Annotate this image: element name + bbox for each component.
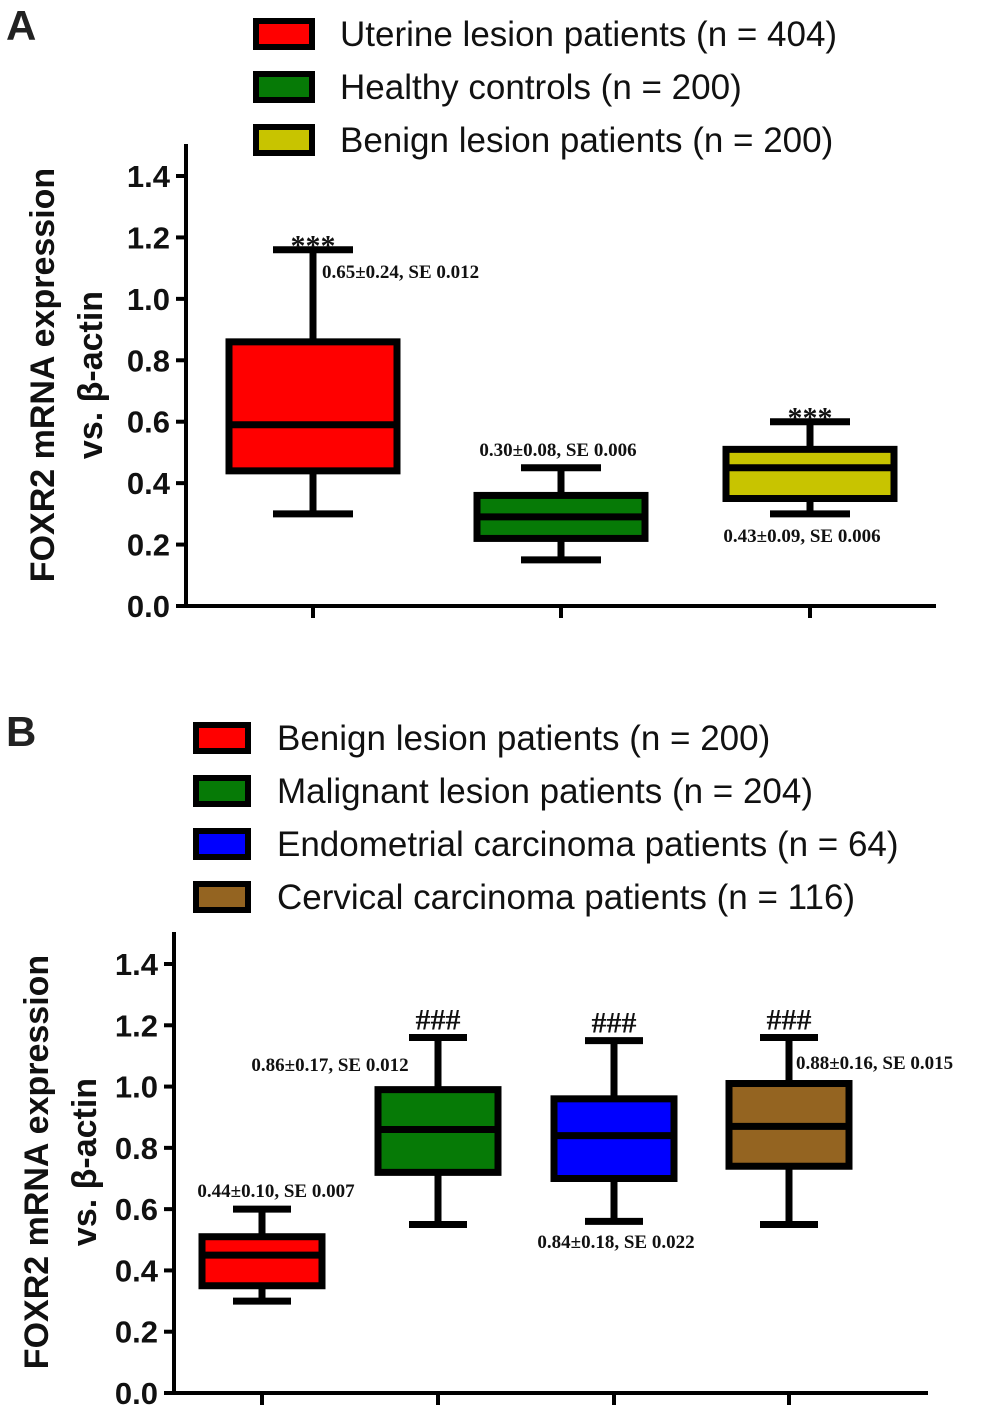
legend-swatch: [193, 881, 251, 913]
box-plot: 0.44±0.10, SE 0.007: [197, 1181, 355, 1405]
iqr-box: [198, 1233, 326, 1290]
panel-a: A Uterine lesion patients (n = 404) Health…: [6, 2, 936, 624]
legend-label: Malignant lesion patients (n = 204): [277, 772, 813, 811]
y-tick-label: 0.8: [127, 343, 170, 378]
y-tick-label: 1.4: [115, 947, 159, 982]
iqr-box: [225, 338, 401, 475]
legend-label: Endometrial carcinoma patients (n = 64): [277, 825, 899, 864]
legend-label: Uterine lesion patients (n = 404): [340, 15, 837, 54]
y-tick-label: 0.6: [115, 1192, 158, 1227]
y-tick-label: 0.8: [115, 1131, 158, 1166]
y-tick-label: 0.0: [115, 1376, 158, 1411]
y-tick-label: 1.0: [127, 282, 170, 317]
legend-swatch: [253, 71, 315, 103]
legend-swatch: [253, 124, 315, 156]
significance-marker: ***: [788, 402, 833, 435]
y-tick-label: 0.6: [127, 405, 170, 440]
panel-letter: A: [6, 2, 36, 49]
y-tick-label: 0.2: [115, 1315, 158, 1350]
y-tick-label: 0.4: [127, 466, 171, 501]
panel-letter: B: [6, 708, 36, 755]
box-plot: 0.30±0.08, SE 0.006: [473, 440, 649, 618]
legend-swatch: [253, 18, 315, 50]
y-tick-label: 1.0: [115, 1070, 158, 1105]
y-axis-label: FOXR2 mRNA expression: [24, 168, 62, 582]
box-plot: ### 0.84±0.18, SE 0.022: [537, 1007, 695, 1405]
significance-marker: ###: [416, 1004, 461, 1037]
data-annotation: 0.65±0.24, SE 0.012: [322, 262, 479, 283]
data-annotation: 0.30±0.08, SE 0.006: [479, 440, 636, 461]
significance-marker: ###: [767, 1004, 812, 1037]
legend-label: Benign lesion patients (n = 200): [340, 121, 833, 160]
y-tick-label: 0.0: [127, 589, 170, 624]
box-plot: ***0.65±0.24, SE 0.012: [225, 230, 479, 618]
y-axis-label: FOXR2 mRNA expression: [18, 955, 56, 1369]
significance-marker: ***: [291, 230, 336, 263]
legend-label: Healthy controls (n = 200): [340, 68, 742, 107]
y-tick-label: 0.2: [127, 528, 170, 563]
legend-swatch: [193, 775, 251, 807]
y-tick-label: 1.2: [115, 1008, 158, 1043]
legend-swatch: [193, 828, 251, 860]
significance-marker: ###: [592, 1007, 637, 1040]
data-annotation: 0.88±0.16, SE 0.015: [796, 1053, 953, 1074]
y-tick-label: 0.4: [115, 1253, 159, 1288]
box-plot: ### 0.86±0.17, SE 0.012: [251, 1004, 502, 1405]
data-annotation: 0.43±0.09, SE 0.006: [723, 526, 880, 547]
legend-label: Benign lesion patients (n = 200): [277, 719, 770, 758]
box-plot: *** 0.43±0.09, SE 0.006: [722, 402, 898, 618]
box-plot: ### 0.88±0.16, SE 0.015: [725, 1004, 953, 1405]
y-axis-label-line2: vs. β-actin: [72, 291, 110, 459]
legend-label: Cervical carcinoma patients (n = 116): [277, 878, 855, 917]
data-annotation: 0.86±0.17, SE 0.012: [251, 1055, 408, 1076]
y-tick-label: 1.2: [127, 220, 170, 255]
iqr-box: [722, 445, 898, 503]
legend-swatch: [193, 722, 251, 754]
y-tick-label: 1.4: [127, 159, 171, 194]
y-axis-label-line2: vs. β-actin: [66, 1078, 104, 1246]
data-annotation: 0.44±0.10, SE 0.007: [197, 1181, 355, 1202]
panel-b: B Benign lesion patients (n = 200) Maligna…: [6, 708, 953, 1411]
data-annotation: 0.84±0.18, SE 0.022: [537, 1232, 694, 1253]
